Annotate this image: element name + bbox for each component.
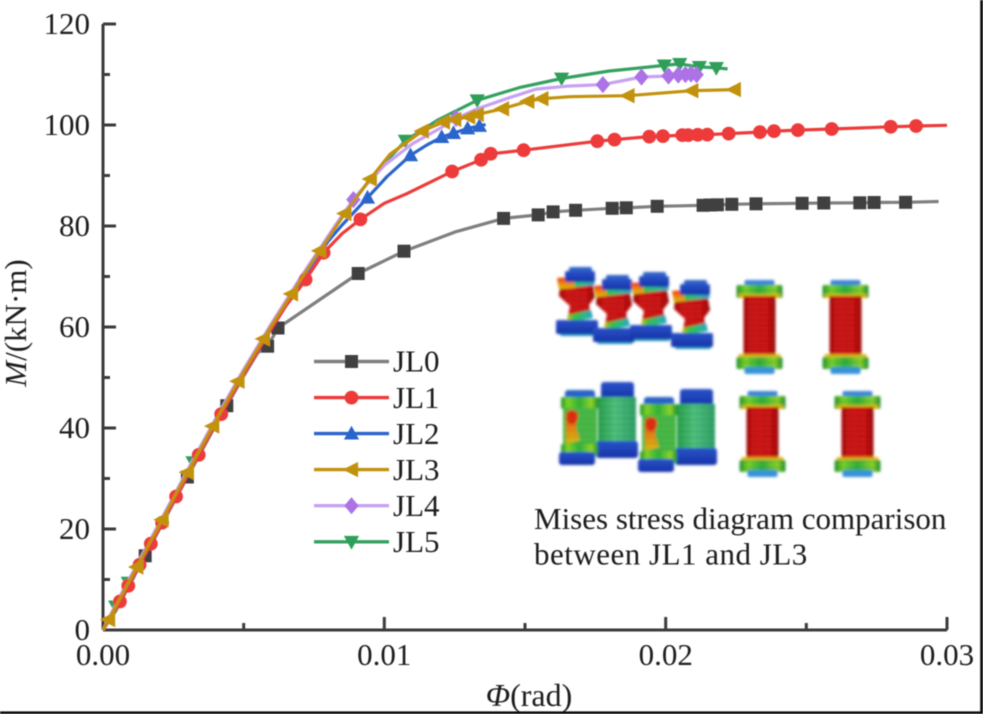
svg-text:0.02: 0.02 [639,637,693,672]
svg-text:60: 60 [59,309,90,344]
svg-text:Mises stress diagram compariso: Mises stress diagram comparison [534,501,947,536]
svg-text:between JL1 and JL3: between JL1 and JL3 [534,537,808,572]
svg-text:Φ(rad): Φ(rad) [486,677,573,713]
svg-text:JL0: JL0 [393,344,440,379]
svg-text:JL1: JL1 [393,380,440,415]
svg-text:0: 0 [75,612,91,647]
svg-text:40: 40 [59,410,90,445]
svg-text:JL3: JL3 [393,452,440,487]
svg-text:JL5: JL5 [393,524,440,559]
svg-text:0.01: 0.01 [357,637,411,672]
svg-text:JL4: JL4 [393,488,440,523]
svg-text:100: 100 [44,107,91,142]
svg-text:0.00: 0.00 [76,637,130,672]
svg-text:M/(kN·m): M/(kN·m) [0,259,33,387]
svg-text:120: 120 [44,6,91,41]
svg-text:80: 80 [59,208,90,243]
svg-text:0.03: 0.03 [920,637,974,672]
svg-text:JL2: JL2 [393,416,440,451]
svg-text:20: 20 [59,511,90,546]
